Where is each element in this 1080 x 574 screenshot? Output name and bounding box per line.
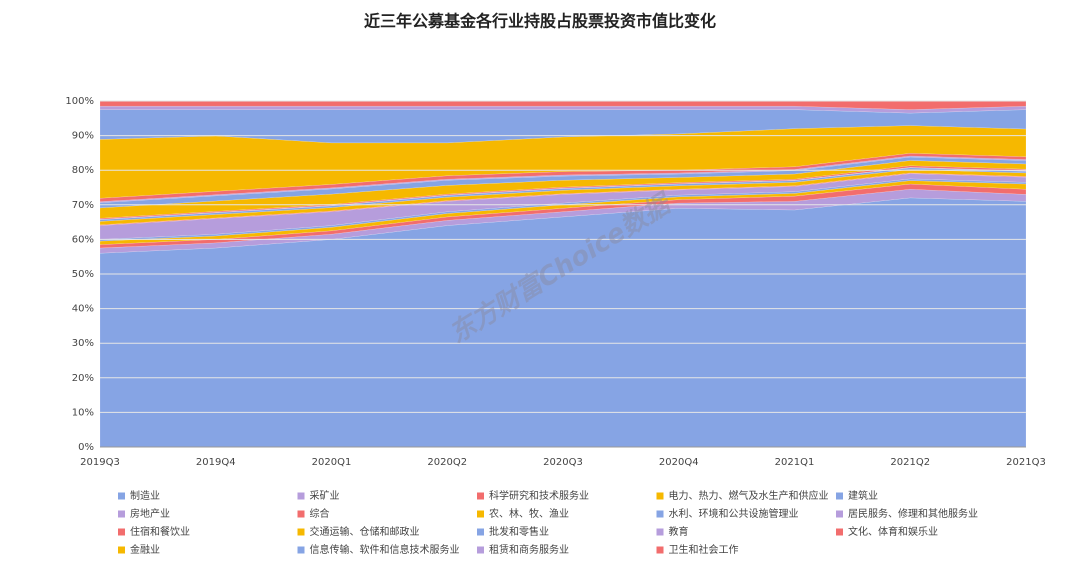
legend-label: 制造业 xyxy=(130,489,160,502)
legend-swatch xyxy=(477,546,484,554)
legend-label: 科学研究和技术服务业 xyxy=(489,489,589,502)
y-tick-label: 60% xyxy=(72,234,94,245)
y-tick-label: 50% xyxy=(72,269,94,280)
y-tick-label: 70% xyxy=(72,200,94,211)
y-tick-label: 10% xyxy=(72,407,94,418)
legend-label: 居民服务、修理和其他服务业 xyxy=(848,507,978,520)
x-tick-label: 2020Q2 xyxy=(427,457,467,468)
legend-swatch xyxy=(477,492,484,500)
y-tick-label: 80% xyxy=(72,165,94,176)
legend-label: 电力、热力、燃气及水生产和供应业 xyxy=(669,489,829,502)
x-tick-label: 2021Q2 xyxy=(890,457,930,468)
legend-swatch xyxy=(656,546,664,554)
y-tick-label: 100% xyxy=(65,96,94,107)
legend-label: 信息传输、软件和信息技术服务业 xyxy=(310,543,460,556)
legend-swatch xyxy=(118,528,125,536)
legend-label: 金融业 xyxy=(130,543,160,556)
legend-swatch xyxy=(656,528,664,536)
legend-swatch xyxy=(118,546,125,554)
y-tick-label: 40% xyxy=(72,304,94,315)
x-tick-label: 2019Q3 xyxy=(80,457,120,468)
legend-swatch xyxy=(297,528,305,536)
y-tick-label: 30% xyxy=(72,338,94,349)
legend-swatch xyxy=(656,510,664,518)
y-tick-label: 20% xyxy=(72,373,94,384)
legend-label: 教育 xyxy=(669,525,689,538)
x-tick-label: 2020Q3 xyxy=(543,457,583,468)
legend-label: 住宿和餐饮业 xyxy=(130,525,190,538)
legend-swatch xyxy=(297,546,305,554)
x-tick-label: 2020Q1 xyxy=(312,457,352,468)
y-tick-label: 90% xyxy=(72,131,94,142)
legend-swatch xyxy=(836,510,843,518)
legend-label: 水利、环境和公共设施管理业 xyxy=(669,507,799,520)
legend-label: 建筑业 xyxy=(848,489,878,502)
legend-label: 农、林、牧、渔业 xyxy=(489,507,569,520)
legend-swatch xyxy=(118,492,125,500)
legend-swatch xyxy=(477,510,484,518)
legend-swatch xyxy=(836,492,843,500)
legend-label: 文化、体育和娱乐业 xyxy=(848,525,938,538)
y-tick-label: 0% xyxy=(78,442,94,453)
x-tick-label: 2020Q4 xyxy=(659,457,699,468)
legend-swatch xyxy=(477,528,484,536)
legend-label: 房地产业 xyxy=(130,507,170,520)
chart-title: 近三年公募基金各行业持股占股票投资市值比变化 xyxy=(364,12,716,31)
legend-label: 采矿业 xyxy=(310,489,340,502)
legend-swatch xyxy=(297,492,305,500)
legend-swatch xyxy=(656,492,664,500)
legend-label: 综合 xyxy=(310,507,330,520)
legend-label: 租赁和商务服务业 xyxy=(489,543,569,556)
legend-label: 交通运输、仓储和邮政业 xyxy=(310,525,420,538)
x-tick-label: 2019Q4 xyxy=(196,457,236,468)
legend-label: 卫生和社会工作 xyxy=(669,543,739,556)
legend-swatch xyxy=(297,510,305,518)
legend-swatch xyxy=(118,510,125,518)
legend-label: 批发和零售业 xyxy=(489,525,549,538)
x-tick-label: 2021Q1 xyxy=(775,457,815,468)
legend-swatch xyxy=(836,528,843,536)
x-tick-label: 2021Q3 xyxy=(1006,457,1046,468)
